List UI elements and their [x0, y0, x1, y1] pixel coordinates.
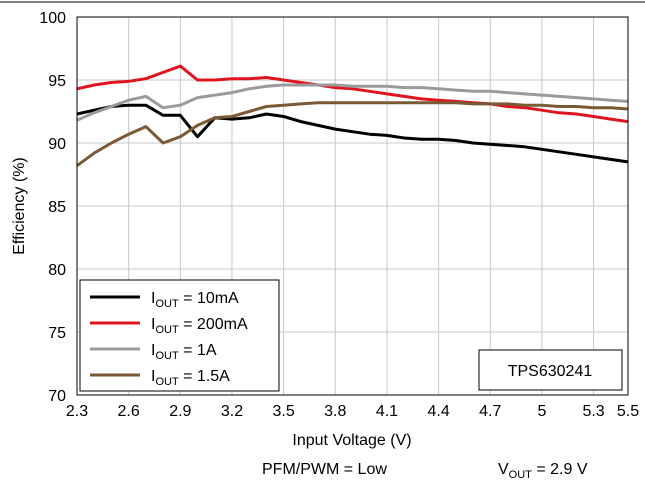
y-tick-label: 70: [48, 388, 66, 405]
y-tick-label: 100: [39, 10, 66, 27]
series-line-3: [76, 83, 629, 122]
x-tick-label: 5.5: [617, 403, 639, 420]
legend-label-prefix: I: [151, 290, 155, 307]
plot-frame: [76, 16, 629, 396]
x-tick-label: 5.3: [582, 403, 604, 420]
x-tick-label: 3.2: [221, 403, 243, 420]
footnote-left: PFM/PWM = Low: [262, 461, 387, 478]
series-layer: [76, 64, 629, 167]
x-tick-labels: 2.3 2.6 2.9 3.2 3.5 3.8 4.1 4.4 4.7 5 5.3 5.5: [66, 403, 639, 420]
legend-label-suffix: = 10mA: [179, 290, 239, 307]
y-tick-label: 80: [48, 262, 66, 279]
legend-label-suffix: = 1A: [179, 342, 217, 359]
y-tick-label: 75: [48, 325, 66, 342]
x-tick-label: 3.5: [273, 403, 295, 420]
y-tick-label: 90: [48, 136, 66, 153]
series-line-2: [76, 64, 629, 124]
legend-label-prefix: I: [151, 368, 155, 385]
footnote-right-sub: OUT: [509, 469, 533, 480]
legend-label-sub: OUT: [155, 376, 179, 388]
x-axis-title: Input Voltage (V): [292, 432, 411, 449]
x-tick-label: 5: [537, 403, 546, 420]
x-tick-label: 2.3: [66, 403, 88, 420]
legend-label-sub: OUT: [155, 350, 179, 362]
footnote-right: VOUT = 2.9 V: [498, 461, 588, 480]
annotation-frame: [478, 349, 623, 391]
y-tick-label: 85: [48, 199, 66, 216]
legend-label-3: IOUT = 1A: [151, 342, 217, 362]
x-tick-label: 3.8: [324, 403, 346, 420]
legend-label-prefix: I: [151, 316, 155, 333]
annotation-label: TPS630241: [508, 363, 593, 380]
y-tick-labels: 70 75 80 85 90 95 100: [39, 10, 66, 405]
x-tick-label: 2.9: [169, 403, 191, 420]
legend-label-sub: OUT: [155, 298, 179, 310]
legend-label-4: IOUT = 1.5A: [151, 368, 230, 388]
series-line-4: [76, 101, 629, 167]
legend-label-suffix: = 1.5A: [179, 368, 230, 385]
x-tick-label: 4.7: [479, 403, 501, 420]
legend-label-suffix: = 200mA: [179, 316, 248, 333]
footnote-right-suffix: = 2.9 V: [532, 461, 588, 478]
legend-label-2: IOUT = 200mA: [151, 316, 248, 336]
annotation-box: TPS630241: [478, 349, 623, 391]
x-tick-label: 4.1: [376, 403, 398, 420]
x-tick-label: 2.6: [118, 403, 140, 420]
legend-label-1: IOUT = 10mA: [151, 290, 239, 310]
legend-label-sub: OUT: [155, 324, 179, 336]
footnote-right-prefix: V: [498, 461, 509, 478]
x-tick-label: 4.4: [427, 403, 449, 420]
legend-label-prefix: I: [151, 342, 155, 359]
y-axis-title: Efficiency (%): [11, 157, 28, 255]
series-line-1: [76, 103, 629, 164]
y-tick-label: 95: [48, 73, 66, 90]
